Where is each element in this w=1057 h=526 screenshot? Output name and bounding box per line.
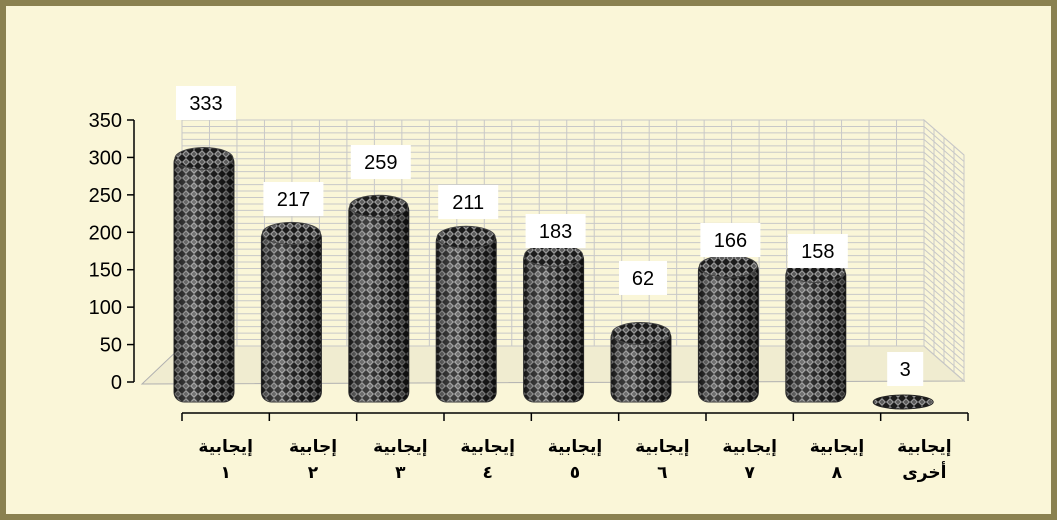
chart-data-labels: 333 217 259 211 183 62 166 158 3 [176,86,924,386]
bar [435,225,497,403]
bar [697,254,759,403]
category-label-line2: ٥ [570,463,580,483]
data-label-box [787,234,848,268]
bar [785,259,847,403]
data-label-box [263,182,324,216]
data-label-box [438,185,499,219]
bar-cap [174,146,234,170]
y-tick-label: 0 [111,372,122,394]
category-label-line2: ١ [220,463,230,483]
category-label: إجابية ٢ [289,437,337,483]
bar-cap [349,194,409,218]
category-label-line2: ٣ [395,463,406,483]
data-label-text: 333 [189,93,222,115]
bar [173,146,235,403]
data-label-text: 62 [632,268,654,290]
y-tick-label: 100 [89,297,122,319]
category-label: إيجابية أخرى [897,437,951,483]
y-tick-label: 350 [89,110,122,132]
data-label-text: 183 [539,221,572,243]
data-label: 158 [787,234,848,268]
data-label-text: 211 [452,192,484,214]
data-label: 183 [525,214,586,248]
category-label-line1: إيجابية [897,437,951,457]
y-tick-label: 50 [100,335,122,357]
category-label: إيجابية ٦ [635,437,689,483]
data-label-box [525,214,586,248]
data-label: 166 [700,223,761,257]
category-label-line2: ٤ [482,463,492,483]
data-label-box [350,145,411,179]
y-tick-label: 150 [89,260,122,282]
chart-category-labels: إيجابية١إجابية٢إيجابية٣إيجابية٤إيجابية٥إ… [198,437,951,483]
data-label: 259 [350,145,411,179]
category-label-line1: إيجابية [548,437,602,457]
category-label: إيجابية ٣ [373,437,427,483]
category-label: إيجابية ١ [198,437,252,483]
category-label-line1: إيجابية [635,437,689,457]
bar [610,321,672,403]
bar-shading [785,265,846,402]
data-label: 3 [887,352,924,386]
bar-cap [611,321,671,345]
data-label-text: 158 [801,241,834,263]
data-label-text: 259 [364,152,397,174]
bar-shading [348,200,409,402]
category-label: إيجابية ٤ [460,437,514,483]
category-label-line1: إيجابية [198,437,252,457]
chart-bars [173,146,934,410]
bar [523,243,585,403]
bar [348,194,410,403]
bar-chart: 0 50 100 150 200 250 300 350 333 217 259 211 183 62 1… [89,86,969,483]
data-label-box [176,86,236,120]
data-label: 217 [263,182,324,216]
bar-shading [698,260,759,402]
category-label-line2: ٢ [308,463,319,483]
category-label-line1: إيجابية [722,437,776,457]
category-label-line2: ٨ [832,463,843,483]
bar-cap [261,221,321,245]
category-label-line1: إجابية [289,437,337,457]
data-label-text: 3 [900,359,911,381]
data-label-box [700,223,761,257]
data-label: 62 [619,260,667,295]
category-label: إيجابية ٥ [548,437,602,483]
bar-disk [872,394,934,410]
bar-cap [436,225,496,249]
y-tick-label: 250 [89,185,122,207]
bar-shading [436,231,497,402]
y-tick-label: 200 [89,222,122,244]
category-label: إيجابية ٧ [722,437,776,483]
bar-shading [174,152,234,402]
data-label-text: 166 [714,230,747,252]
data-label: 333 [176,86,236,120]
bar-shading [261,227,322,402]
category-label-line2: ٦ [657,463,667,483]
data-label-box [619,260,667,295]
category-label-line1: إيجابية [810,437,864,457]
category-label-line1: إيجابية [460,437,514,457]
category-label-line2: ٧ [744,463,755,483]
bar-cap [698,254,758,278]
category-label-line2: أخرى [902,461,946,483]
bar [260,221,322,403]
chart-axes: 0 50 100 150 200 250 300 350 [89,110,969,421]
bar [872,394,934,410]
data-label-box [887,352,924,386]
category-label-line1: إيجابية [373,437,427,457]
bar-shading [523,249,584,402]
data-label: 211 [438,185,499,219]
data-label-text: 217 [277,189,310,211]
bar-shading [611,327,671,402]
y-tick-label: 300 [89,147,122,169]
category-label: إيجابية ٨ [810,437,864,483]
